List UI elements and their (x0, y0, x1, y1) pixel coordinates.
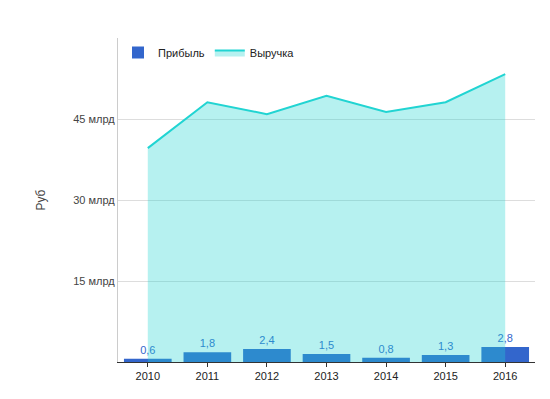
svg-text:Руб: Руб (34, 189, 48, 210)
svg-text:0,8: 0,8 (378, 343, 393, 355)
svg-text:45 млрд: 45 млрд (73, 113, 115, 125)
svg-text:15 млрд: 15 млрд (73, 275, 115, 287)
svg-text:2014: 2014 (374, 370, 398, 382)
svg-text:2015: 2015 (433, 370, 457, 382)
svg-text:2016: 2016 (493, 370, 517, 382)
svg-text:0,6: 0,6 (140, 344, 155, 356)
svg-text:1,3: 1,3 (438, 340, 453, 352)
svg-text:1,8: 1,8 (200, 337, 215, 349)
svg-text:30 млрд: 30 млрд (73, 194, 115, 206)
svg-text:2,8: 2,8 (498, 332, 513, 344)
svg-text:2011: 2011 (196, 370, 220, 382)
svg-text:1,5: 1,5 (319, 339, 334, 351)
svg-text:2,4: 2,4 (259, 334, 274, 346)
svg-text:Выручка: Выручка (250, 47, 295, 59)
svg-text:2012: 2012 (255, 370, 279, 382)
svg-text:2010: 2010 (136, 370, 160, 382)
svg-text:2013: 2013 (314, 370, 338, 382)
svg-text:Прибыль: Прибыль (158, 47, 205, 59)
